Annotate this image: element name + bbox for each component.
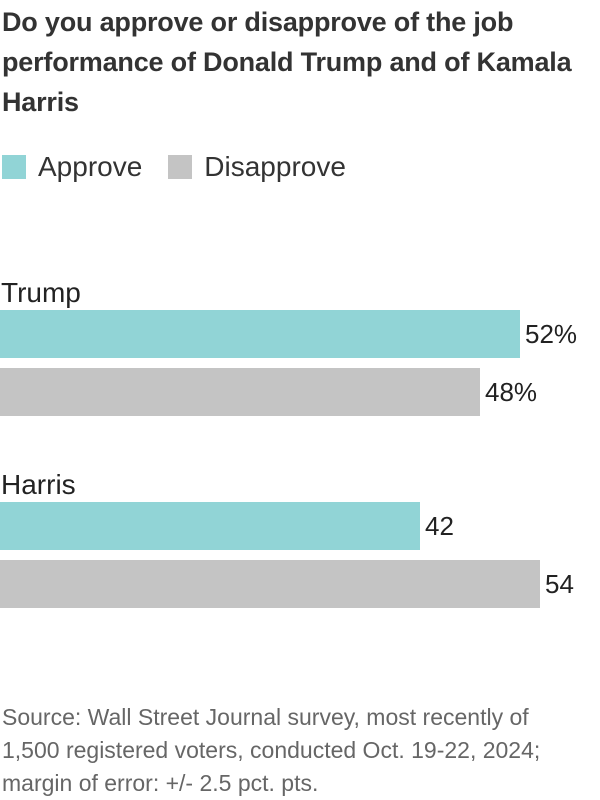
- category-label-harris: Harris: [1, 469, 76, 500]
- legend: Approve Disapprove: [2, 150, 372, 184]
- legend-item-disapprove: Disapprove: [168, 151, 346, 183]
- bar-chart: Trump 52% 48% Harris 42 54: [0, 277, 577, 608]
- legend-label-approve: Approve: [38, 151, 143, 182]
- value-label-harris-disapprove: 54: [545, 569, 574, 599]
- bar-harris-approve: [0, 502, 420, 550]
- legend-label-disapprove: Disapprove: [204, 151, 346, 182]
- bar-group-harris: Harris 42 54: [0, 469, 574, 608]
- value-label-harris-approve: 42: [425, 511, 454, 541]
- legend-item-approve: Approve: [2, 151, 142, 183]
- legend-swatch-disapprove: [168, 155, 193, 179]
- bar-harris-disapprove: [0, 560, 540, 608]
- legend-swatch-approve: [2, 155, 26, 179]
- bar-trump-disapprove: [0, 368, 480, 416]
- chart-title: Do you approve or disapprove of the job …: [2, 7, 572, 117]
- value-label-trump-disapprove: 48%: [485, 377, 537, 407]
- source-note: Source: Wall Street Journal survey, most…: [2, 704, 541, 796]
- category-label-trump: Trump: [1, 277, 81, 308]
- bar-group-trump: Trump 52% 48%: [0, 277, 577, 416]
- value-label-trump-approve: 52%: [525, 319, 577, 349]
- bar-trump-approve: [0, 310, 520, 358]
